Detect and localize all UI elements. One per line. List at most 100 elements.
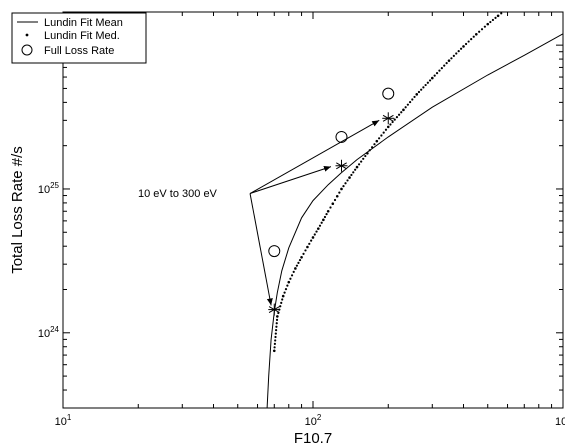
median-point	[300, 255, 303, 259]
median-point	[489, 20, 492, 24]
median-point	[455, 52, 458, 55]
asterisk-point	[335, 159, 348, 172]
median-point	[313, 233, 316, 236]
median-point	[295, 264, 299, 267]
median-point	[373, 143, 376, 146]
median-point	[395, 116, 399, 119]
axis-tick-labels: 10110210102410251026	[38, 37, 565, 428]
median-point	[286, 284, 289, 287]
median-point	[294, 267, 297, 270]
median-point	[273, 342, 276, 345]
annotation-layer: 10 eV to 300 eV	[138, 119, 380, 306]
median-point	[318, 224, 322, 227]
median-point	[335, 194, 339, 198]
median-point	[380, 134, 383, 137]
median-point	[333, 198, 337, 202]
x-tick-label: 101	[55, 413, 72, 428]
median-point	[275, 318, 279, 321]
median-point	[375, 139, 379, 143]
median-point	[496, 14, 500, 18]
median-point	[338, 191, 341, 194]
median-point	[447, 59, 451, 62]
median-point	[440, 67, 443, 70]
median-point	[397, 113, 401, 116]
median-point	[342, 185, 345, 188]
median-point	[326, 209, 330, 213]
x-tick-label: 10	[555, 416, 565, 428]
median-point	[450, 57, 453, 60]
median-point	[382, 131, 385, 134]
y-axis-label: Total Loss Rate #/s	[9, 146, 26, 274]
median-point	[480, 28, 484, 31]
median-point	[290, 274, 294, 277]
annotation-arrow	[249, 165, 332, 194]
median-point	[422, 86, 425, 89]
median-point	[331, 202, 335, 205]
median-point	[415, 93, 419, 96]
legend-circle-sample	[21, 44, 33, 56]
median-point	[323, 215, 327, 219]
full-loss-rate-point	[335, 130, 348, 143]
median-point	[393, 118, 396, 121]
median-point	[275, 325, 278, 328]
median-point	[272, 349, 276, 353]
median-point	[281, 294, 285, 298]
median-point	[287, 280, 291, 284]
median-point	[472, 35, 475, 38]
median-point	[515, 1, 518, 4]
median-point	[512, 3, 514, 5]
median-point	[435, 72, 439, 75]
median-point	[483, 25, 486, 28]
annotation-arrow	[249, 193, 273, 306]
median-point	[310, 239, 313, 242]
median-point	[378, 137, 381, 140]
plot-frame	[62, 11, 564, 409]
median-point	[389, 123, 392, 126]
median-point	[491, 18, 495, 22]
median-point	[411, 98, 414, 101]
median-point	[273, 346, 276, 349]
median-point	[311, 236, 315, 239]
legend-box	[11, 12, 147, 64]
median-point	[438, 69, 441, 72]
median-point	[368, 149, 371, 152]
median-point	[428, 79, 432, 82]
median-point	[467, 40, 470, 43]
median-point	[352, 171, 355, 174]
median-point	[292, 270, 295, 273]
median-point	[346, 179, 349, 182]
median-point	[308, 242, 311, 245]
median-point	[274, 335, 277, 339]
median-point	[306, 245, 309, 249]
full-loss-rate-point	[268, 245, 281, 258]
median-point	[478, 30, 481, 33]
median-point	[445, 62, 448, 65]
median-point	[462, 45, 465, 48]
median-point	[506, 7, 509, 10]
median-point	[509, 5, 511, 7]
median-point	[433, 74, 436, 77]
median-point	[386, 125, 390, 129]
median-point	[400, 111, 403, 114]
asterisk-point	[268, 303, 281, 316]
median-point	[384, 128, 388, 131]
median-point	[316, 227, 320, 230]
x-axis-label: F10.7	[294, 430, 332, 447]
median-point	[457, 50, 460, 53]
median-point	[426, 81, 429, 84]
median-point	[417, 90, 421, 94]
legend-label-median: Lundin Fit Med.	[44, 30, 120, 42]
median-point	[404, 106, 407, 109]
median-point	[475, 32, 478, 36]
median-point	[366, 152, 369, 155]
median-point	[355, 165, 359, 169]
median-point	[275, 322, 278, 325]
median-point	[408, 100, 412, 104]
median-point	[279, 305, 282, 308]
annotation-arrow	[249, 119, 380, 194]
legend: Lundin Fit Mean Lundin Fit Med. Full Los…	[11, 12, 147, 64]
median-point	[320, 221, 323, 224]
median-point	[302, 252, 305, 255]
legend-label-mean: Lundin Fit Mean	[44, 17, 123, 29]
